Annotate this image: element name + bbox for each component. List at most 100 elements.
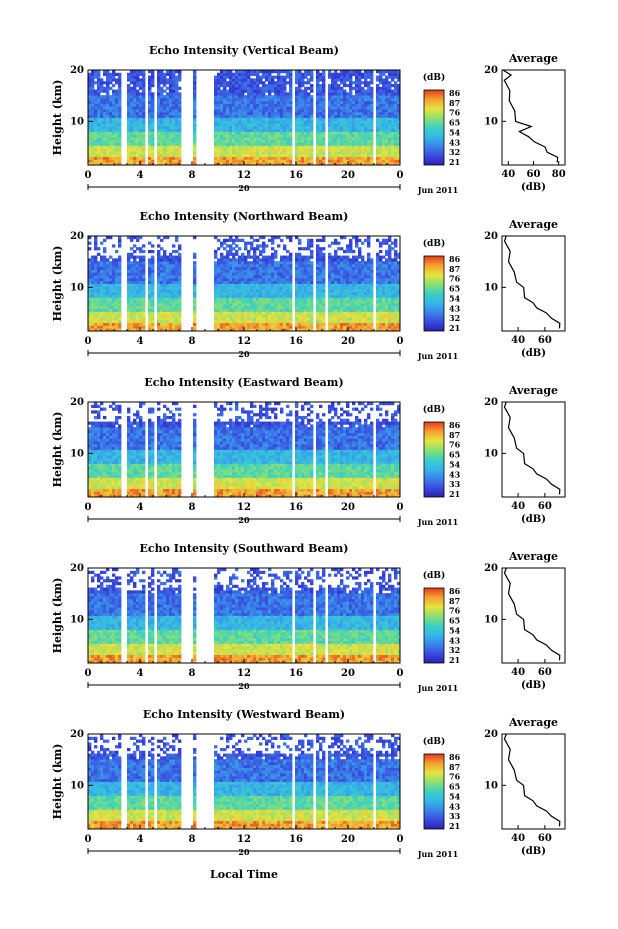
heatmap-cell [331,283,335,287]
heatmap-cell [115,78,119,82]
heatmap-cell [229,109,233,113]
heatmap-cell [283,303,287,307]
heatmap-cell [259,294,263,298]
heatmap-cell [286,75,290,79]
heatmap-cell [346,145,350,149]
heatmap-cell [265,300,269,304]
heatmap-cell [133,156,137,160]
heatmap-cell [274,92,278,96]
heatmap-cell [355,139,359,144]
heatmap-cell [178,111,182,116]
heatmap-cell [238,319,242,324]
heatmap-cell [397,109,401,113]
heatmap-cell [118,277,122,282]
heatmap-cell [322,111,326,116]
heatmap-cell [316,95,320,99]
heatmap-cell [133,269,137,273]
heatmap-cell [298,289,302,293]
heatmap-cell [223,117,227,121]
heatmap-cell [175,272,179,276]
heatmap-cell [301,134,305,138]
heatmap-cell [274,89,278,93]
heatmap-cell [238,86,242,90]
heatmap-cell [391,97,395,102]
heatmap-cell [103,266,107,270]
heatmap-cell [214,81,218,85]
heatmap-cell [319,153,323,158]
heatmap-cell [130,159,134,163]
heatmap-cell [103,249,107,254]
heatmap-cell [241,97,245,102]
heatmap-cell [274,314,278,318]
heatmap-cell [226,283,230,287]
heatmap-cell [364,89,368,93]
heatmap-cell [259,325,263,329]
heatmap-cell [193,325,197,329]
heatmap-cell [355,95,359,99]
heatmap-cell [388,89,392,93]
heatmap-cell [367,125,371,130]
heatmap-cell [166,328,170,332]
heatmap-cell [286,128,290,132]
heatmap-cell [133,305,137,310]
heatmap-cell [334,97,338,102]
heatmap-cell [265,128,269,132]
heatmap-cell [127,159,131,163]
heatmap-cell [274,162,278,166]
heatmap-cell [316,70,320,74]
heatmap-cell [295,106,299,110]
heatmap-cell [280,261,284,265]
heatmap-cell [304,137,308,141]
heatmap-cell [286,114,290,118]
heatmap-cell [331,277,335,282]
heatmap-cell [223,286,227,290]
heatmap-cell [271,319,275,324]
heatmap-cell [229,153,233,158]
heatmap-cell [94,317,98,321]
heatmap-cell [277,303,281,307]
heatmap-cell [265,303,269,307]
heatmap-cell [274,137,278,141]
heatmap-cell [289,289,293,293]
heatmap-cell [127,311,131,315]
heatmap-cell [109,275,113,279]
heatmap-cell [307,148,311,152]
heatmap-cell [253,95,257,99]
heatmap-cell [316,272,320,276]
heatmap-cell [244,106,248,110]
heatmap-cell [298,131,302,135]
heatmap-cell [343,153,347,158]
heatmap-cell [151,266,155,270]
heatmap-cell [193,272,197,276]
heatmap-cell [214,95,218,99]
heatmap-cell [133,300,137,304]
heatmap-cell [157,114,161,118]
heatmap-cell [259,236,263,240]
heatmap-cell [247,300,251,304]
heatmap-cell [112,277,116,282]
heatmap-cell [280,83,284,88]
heatmap-cell [136,275,140,279]
heatmap-cell [256,86,260,90]
heatmap-cell [169,159,173,163]
heatmap-cell [166,114,170,118]
heatmap-cell [316,111,320,116]
heatmap-cell [163,277,167,282]
heatmap-cell [163,97,167,102]
heatmap-cell [337,145,341,149]
heatmap-cell [88,153,92,158]
heatmap-cell [166,86,170,90]
heatmap-cell [178,275,182,279]
heatmap-cell [304,123,308,127]
panel-title: Echo Intensity (Vertical Beam) [149,44,339,57]
heatmap-cell [226,162,230,166]
heatmap-cell [127,78,131,82]
heatmap-cell [160,139,164,144]
heatmap-cell [343,162,347,166]
heatmap-cell [241,319,245,324]
heatmap-cell [367,162,371,166]
heatmap-cell [367,128,371,132]
heatmap-cell [91,128,95,132]
heatmap-cell [262,266,266,270]
heatmap-cell [388,142,392,146]
